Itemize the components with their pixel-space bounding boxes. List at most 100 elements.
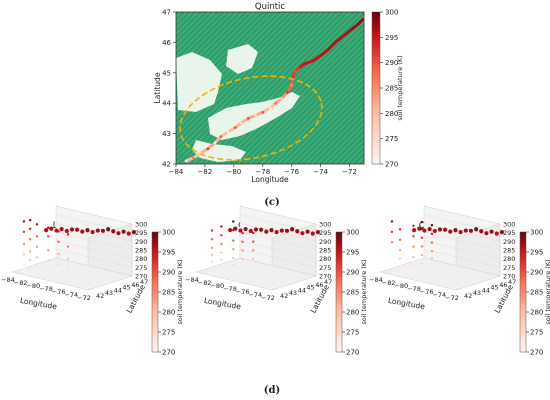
x-tick-label: −80 <box>394 282 408 290</box>
x-tick-label: −78 <box>223 285 237 293</box>
colorbar-tick-label: 295 <box>385 34 398 42</box>
spike-point <box>241 257 244 261</box>
colorbar-tick-label: 275 <box>162 329 175 337</box>
y-tick-label: 47 <box>508 278 516 286</box>
track-point <box>422 228 427 233</box>
colorbar-tick-label: 285 <box>530 289 543 297</box>
x-tick-label: −82 <box>198 279 212 287</box>
track-point <box>49 226 54 231</box>
y-axis-label: Latitude <box>153 72 162 103</box>
spike-point <box>252 231 255 235</box>
colorbar-tick-label: 300 <box>385 9 398 17</box>
x-axis-label: Longitude <box>387 296 426 311</box>
spike-point <box>390 241 394 244</box>
spike-point <box>22 230 26 234</box>
spike-point <box>47 259 50 262</box>
z-tick-label: 280 <box>319 255 331 263</box>
plot3d-right: Quintic−84−82−80−78−76−74−72Longitude424… <box>369 205 550 357</box>
track-point <box>219 135 223 138</box>
spike-point <box>412 255 415 259</box>
spike-point <box>220 234 223 237</box>
track-point <box>463 228 468 233</box>
spike-point <box>390 230 394 234</box>
track-point <box>458 229 463 235</box>
panel-d: Linear−84−82−80−78−76−74−72Longitude4243… <box>1 205 550 357</box>
track-point <box>253 227 259 232</box>
grid-line <box>239 240 317 259</box>
spike-point <box>430 232 434 236</box>
y-tick-label: 45 <box>306 284 314 292</box>
colorbar-tick-label: 300 <box>530 229 543 237</box>
colorbar-tick-label: 280 <box>385 110 398 118</box>
colorbar-tick-label: 290 <box>162 269 175 277</box>
track-point <box>274 101 278 105</box>
track-point <box>299 65 302 69</box>
track-point <box>64 228 69 234</box>
spike-point <box>66 267 70 271</box>
x-tick-label: −82 <box>382 279 396 287</box>
grid-line <box>239 214 317 233</box>
spike-point <box>210 260 214 263</box>
track-point <box>300 231 305 236</box>
track-point <box>238 228 243 233</box>
colorbar <box>151 231 159 353</box>
y-tick-label: 42 <box>464 292 472 300</box>
track-point <box>427 226 432 232</box>
x-tick-label: −80 <box>210 282 224 290</box>
track-point <box>111 229 116 234</box>
y-tick-label: 46 <box>315 281 323 289</box>
spike-point <box>241 240 244 244</box>
colorbar-tick-label: 280 <box>162 309 175 317</box>
spike-point <box>232 248 235 251</box>
water-region-erie <box>192 140 246 162</box>
temperature-track <box>184 18 365 163</box>
z-tick-label: 275 <box>135 264 147 272</box>
spike-point <box>220 242 223 246</box>
z-tick-label: 295 <box>135 229 147 237</box>
track-point <box>233 126 237 129</box>
map-area <box>176 12 364 164</box>
colorbar-tick-label: 270 <box>346 349 359 357</box>
track-point <box>293 69 296 73</box>
colorbar-tick-label: 295 <box>162 249 175 257</box>
z-tick-label: 270 <box>319 273 331 281</box>
colorbar-label: soil temperature (K) <box>544 259 550 324</box>
spike-point <box>252 240 255 243</box>
track-point <box>327 47 331 50</box>
grid-line <box>239 231 317 251</box>
plot3d-middle: Cubic−84−82−80−78−76−74−72Longitude42434… <box>185 205 368 357</box>
spike-point <box>412 264 415 267</box>
colorbar-label: soil temperature (K) <box>396 55 404 120</box>
track-point <box>248 228 253 234</box>
track-point <box>489 229 494 234</box>
y-tick-label: 43 <box>473 289 481 297</box>
track-point <box>274 229 279 235</box>
spike-point <box>241 249 244 252</box>
x-tick-label: −72 <box>342 168 357 176</box>
track-point <box>417 226 422 231</box>
track-point <box>268 106 272 110</box>
grid-line <box>423 240 501 259</box>
spike-point <box>430 241 434 244</box>
plot3d-left: Linear−84−82−80−78−76−74−72Longitude4243… <box>1 205 184 357</box>
track-point <box>126 231 131 236</box>
water-region-west <box>176 52 222 112</box>
y-tick-label: 43 <box>289 289 297 297</box>
track-point <box>85 228 90 233</box>
colorbar-tick-label: 280 <box>530 309 543 317</box>
spike-point <box>412 269 415 273</box>
panel-c: Quintic −84 −82 −80 −78 −76 −74 −72 42 43 44 45 46 4… <box>153 2 404 208</box>
colorbar-tick-label: 275 <box>346 329 359 337</box>
track-point <box>307 60 311 64</box>
track-point <box>54 228 59 233</box>
track-point <box>356 22 360 26</box>
track-point <box>279 228 284 233</box>
x-tick-label: −84 <box>369 276 383 284</box>
spike-point <box>430 256 434 260</box>
spike-point <box>241 231 244 235</box>
spike-point <box>232 239 235 242</box>
z-tick-label: 285 <box>135 247 147 255</box>
colorbar-tick-label: 295 <box>530 249 543 257</box>
x-tick-label: −76 <box>52 288 66 296</box>
